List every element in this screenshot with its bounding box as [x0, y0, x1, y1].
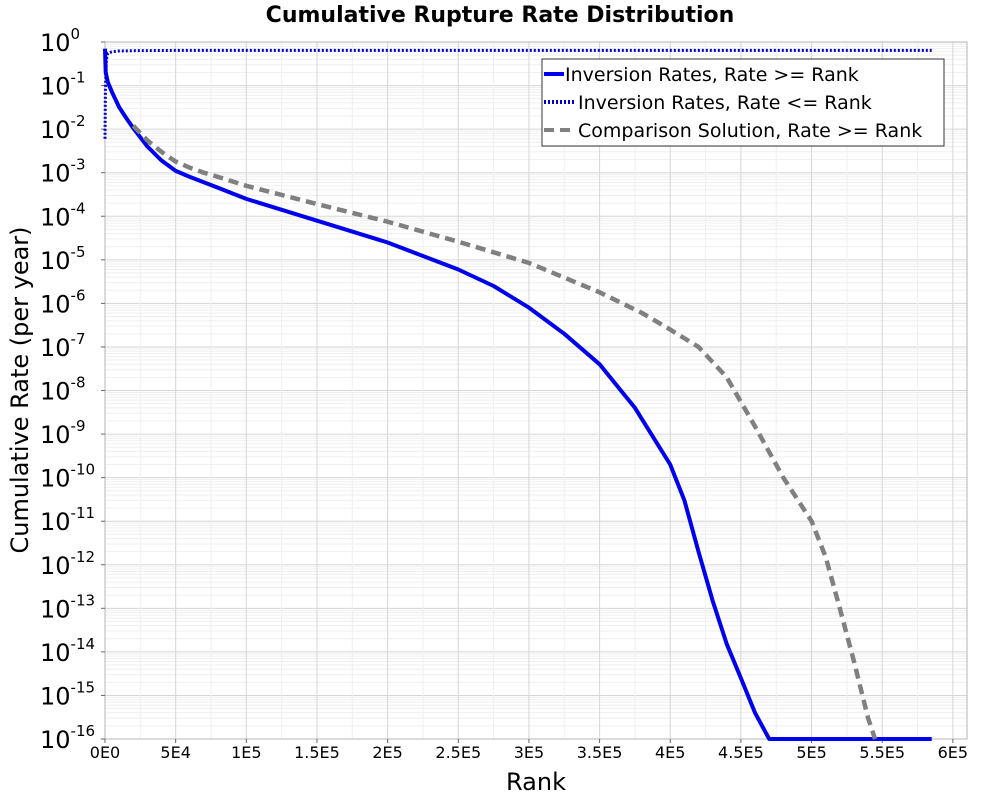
y-tick-label: 10-1: [40, 69, 86, 101]
y-tick-label: 10-3: [40, 156, 86, 188]
x-tick-label: 4E5: [655, 743, 685, 762]
y-tick-label: 10-9: [40, 417, 86, 449]
y-tick-label: 10-15: [40, 678, 95, 710]
y-tick-label: 10-13: [40, 591, 95, 623]
series-line-2: [103, 48, 932, 139]
y-tick-label: 10-12: [40, 548, 95, 580]
y-axis-label: Cumulative Rate (per year): [6, 226, 34, 553]
y-tick-label: 10-14: [40, 635, 95, 667]
y-tick-label: 10-16: [40, 722, 95, 754]
y-tick-label: 10-6: [40, 286, 86, 318]
legend-box: [541, 58, 945, 147]
y-tick-label: 10-8: [40, 374, 86, 406]
x-tick-label: 0E0: [90, 743, 120, 762]
chart-title: Cumulative Rupture Rate Distribution: [266, 3, 735, 28]
x-tick-label: 6E5: [938, 743, 968, 762]
x-tick-label: 5E4: [160, 743, 190, 762]
x-tick-label: 1.5E5: [294, 743, 340, 762]
legend-item: Comparison Solution, Rate >= Rank: [544, 120, 922, 142]
x-tick-label: 5E5: [796, 743, 826, 762]
x-tick-label: 2E5: [372, 743, 402, 762]
grid: [104, 41, 967, 740]
x-tick-label: 4.5E5: [718, 743, 764, 762]
y-tick-label: 10-10: [40, 461, 95, 493]
x-axis-ticks: 0E0 5E4 1E5 1.5E5 2E5 2.5E5 3E5 3.5E5 4E5 4.5E5 5E…: [90, 739, 968, 762]
y-tick-label: 10-11: [40, 504, 95, 536]
legend-label: Comparison Solution, Rate >= Rank: [578, 120, 922, 142]
x-tick-label: 3.5E5: [577, 743, 623, 762]
x-tick-label: 5.5E5: [859, 743, 905, 762]
series-line-3: [131, 124, 878, 740]
x-tick-label: 3E5: [514, 743, 544, 762]
x-tick-label: 2.5E5: [435, 743, 481, 762]
x-axis-label: Rank: [506, 768, 566, 796]
series-layer: [103, 48, 932, 741]
legend-label: Inversion Rates, Rate >= Rank: [565, 64, 859, 86]
y-tick-label: 10-5: [40, 243, 86, 275]
x-tick-label: 1E5: [231, 743, 261, 762]
series-line-1: [103, 48, 932, 741]
y-tick-label: 100: [40, 25, 80, 57]
legend-label: Inversion Rates, Rate <= Rank: [578, 92, 872, 114]
y-tick-label: 10-4: [40, 199, 86, 231]
y-axis-ticks: 100 10-1 10-2 10-3 10-4 10-5 10-6 10-7 10-8 10-9 1…: [40, 25, 105, 754]
legend-item: Inversion Rates, Rate >= Rank: [544, 64, 859, 86]
y-tick-label: 10-7: [40, 330, 86, 362]
legend: Inversion Rates, Rate >= Rank Inversion …: [541, 58, 945, 147]
legend-item: Inversion Rates, Rate <= Rank: [544, 92, 872, 114]
y-tick-label: 10-2: [40, 112, 86, 144]
